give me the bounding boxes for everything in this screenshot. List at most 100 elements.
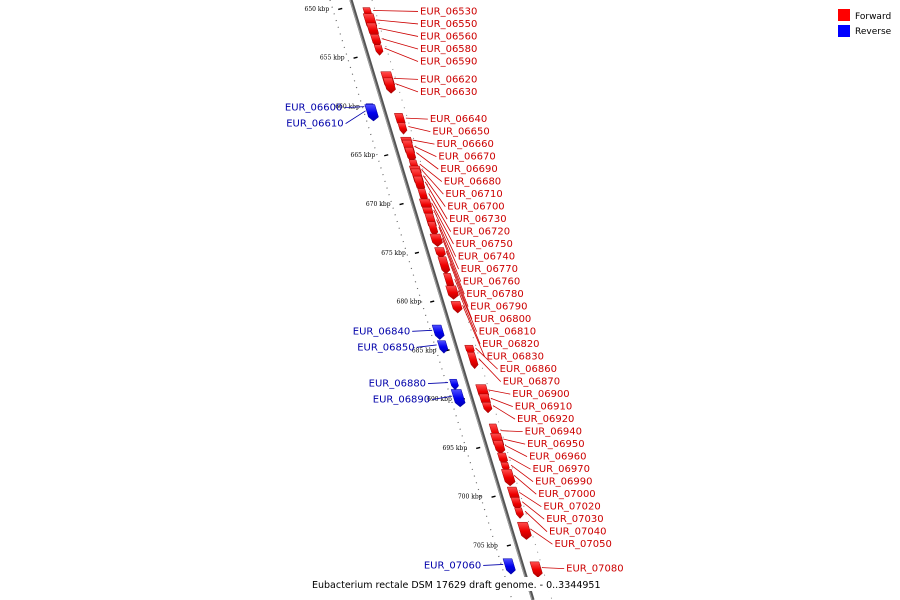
forward-gene-feature[interactable]	[397, 122, 408, 135]
gene-label-leader	[542, 567, 565, 569]
gene-label[interactable]: EUR_07050	[554, 539, 611, 550]
gene-label[interactable]: EUR_06770	[461, 264, 518, 275]
gene-label[interactable]: EUR_06840	[353, 326, 410, 337]
gene-label[interactable]: EUR_07040	[549, 527, 606, 538]
gene-label[interactable]: EUR_06690	[440, 164, 497, 175]
gene-label[interactable]: EUR_06830	[487, 352, 544, 363]
gene-label[interactable]: EUR_06580	[420, 44, 477, 55]
gene-label[interactable]: EUR_06910	[515, 402, 572, 413]
gene-label[interactable]: EUR_06670	[438, 152, 495, 163]
forward-gene-feature[interactable]	[517, 521, 532, 540]
gene-label-leader	[408, 126, 431, 133]
gene-label[interactable]: EUR_06730	[449, 214, 506, 225]
reverse-gene-feature[interactable]	[502, 558, 516, 575]
gene-label[interactable]: EUR_06870	[503, 377, 560, 388]
forward-gene-feature[interactable]	[514, 507, 524, 519]
forward-gene-feature[interactable]	[529, 561, 543, 578]
gene-label[interactable]: EUR_06740	[458, 252, 515, 263]
gene-label[interactable]: EUR_06820	[482, 339, 539, 350]
gene-label[interactable]: EUR_07020	[543, 502, 600, 513]
gene-label[interactable]: EUR_06710	[445, 189, 502, 200]
gene-label[interactable]: EUR_06600	[285, 103, 342, 114]
gene-label[interactable]: EUR_07030	[546, 514, 603, 525]
gene-label[interactable]: EUR_06680	[444, 177, 501, 188]
forward-gene-feature[interactable]	[450, 301, 463, 314]
reverse-gene-feature[interactable]	[449, 378, 459, 391]
axis-tick-label: 650 kbp	[305, 6, 330, 13]
reverse-gene-feature[interactable]	[431, 324, 445, 340]
forward-gene-feature[interactable]	[501, 469, 516, 487]
gene-label-leader	[424, 181, 448, 220]
forward-gene-feature[interactable]	[481, 401, 493, 414]
forward-gene-feature[interactable]	[373, 44, 384, 56]
gene-label[interactable]: EUR_06800	[474, 314, 531, 325]
forward-gene-feature[interactable]	[492, 440, 506, 455]
gene-label[interactable]: EUR_06810	[479, 327, 536, 338]
gene-label-leader	[395, 83, 419, 93]
gene-label-leader	[521, 501, 545, 520]
gene-label[interactable]: EUR_06860	[500, 364, 557, 375]
forward-gene-feature[interactable]	[445, 285, 459, 300]
forward-gene-feature[interactable]	[467, 352, 479, 370]
gene-label[interactable]: EUR_06920	[517, 414, 574, 425]
axis-tick-label: 695 kbp	[443, 445, 468, 452]
gene-label[interactable]: EUR_06970	[533, 464, 590, 475]
reverse-gene-feature[interactable]	[364, 104, 379, 122]
gene-label[interactable]: EUR_06630	[420, 87, 477, 98]
axis-tick	[476, 446, 481, 450]
gene-label[interactable]: EUR_06530	[420, 6, 477, 17]
gene-label[interactable]: EUR_06950	[527, 439, 584, 450]
gene-label[interactable]: EUR_06750	[456, 239, 513, 250]
gene-label[interactable]: EUR_07060	[424, 560, 481, 571]
axis-tick	[384, 154, 389, 157]
gene-label[interactable]: EUR_07080	[566, 564, 623, 575]
backbone-line	[349, 0, 535, 600]
gene-label-leader	[412, 139, 435, 145]
gene-label[interactable]: EUR_06850	[357, 342, 414, 353]
axis-tick-label: 660 kbp	[335, 103, 360, 110]
gene-features	[362, 7, 543, 578]
gene-label[interactable]: EUR_06640	[430, 114, 487, 125]
axis-tick-label: 685 kbp	[412, 347, 437, 354]
legend-forward-label: Forward	[855, 12, 891, 22]
gene-label[interactable]: EUR_06610	[286, 119, 343, 130]
gene-label[interactable]: EUR_06760	[463, 277, 520, 288]
legend: Forward Reverse	[838, 9, 892, 37]
gene-label-leader	[449, 263, 473, 320]
legend-reverse-label: Reverse	[855, 27, 892, 37]
gene-label[interactable]: EUR_06620	[420, 74, 477, 85]
gene-label-leader	[344, 106, 365, 109]
axis-tick	[399, 202, 404, 206]
axis-tick	[414, 251, 420, 254]
gene-label[interactable]: EUR_06660	[436, 139, 493, 150]
gene-label[interactable]: EUR_06940	[525, 427, 582, 438]
axis-tick	[353, 56, 358, 59]
gene-label-leader	[422, 175, 446, 207]
gene-label[interactable]: EUR_06700	[447, 202, 504, 213]
legend-forward-swatch	[838, 9, 850, 21]
gene-label[interactable]: EUR_06720	[453, 227, 510, 238]
gene-label[interactable]: EUR_06990	[535, 477, 592, 488]
forward-gene-feature[interactable]	[434, 247, 446, 259]
gene-label[interactable]: EUR_06590	[420, 56, 477, 67]
gene-label[interactable]: EUR_06960	[529, 452, 586, 463]
backbone-highlight	[349, 0, 533, 600]
gene-label[interactable]: EUR_06780	[466, 289, 523, 300]
axis-tick-label: 670 kbp	[366, 201, 391, 208]
gene-label[interactable]: EUR_06900	[512, 389, 569, 400]
gene-label[interactable]: EUR_07000	[538, 489, 595, 500]
gene-label[interactable]: EUR_06790	[470, 302, 527, 313]
gene-label[interactable]: EUR_06890	[373, 395, 430, 406]
reverse-gene-feature[interactable]	[450, 389, 466, 408]
gene-label[interactable]: EUR_06560	[420, 31, 477, 42]
gene-label[interactable]: EUR_06880	[369, 379, 426, 390]
forward-gene-feature[interactable]	[382, 77, 396, 94]
gene-label[interactable]: EUR_06550	[420, 19, 477, 30]
gene-label-leader	[373, 10, 419, 12]
reverse-gene-feature[interactable]	[436, 340, 449, 354]
forward-gene-feature[interactable]	[429, 233, 443, 247]
axis-tick-label: 705 kbp	[473, 542, 498, 549]
forward-gene-feature[interactable]	[437, 256, 451, 275]
gene-label[interactable]: EUR_06650	[432, 127, 489, 138]
